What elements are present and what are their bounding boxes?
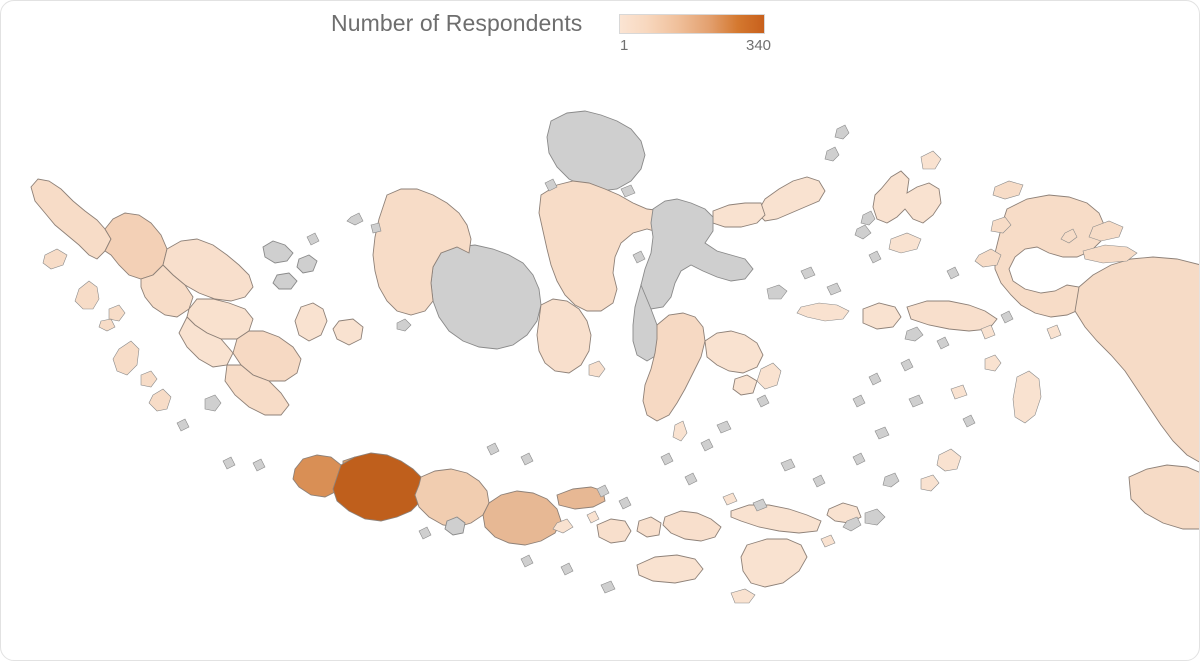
islet-banggai: [767, 285, 787, 299]
region-north-sulawesi[interactable]: [757, 177, 825, 221]
region-papua-south-peninsula[interactable]: [1129, 465, 1200, 529]
islet-karimata: [397, 319, 411, 331]
region-west-nusa-tenggara[interactable]: [663, 511, 721, 541]
region-central-kalimantan[interactable]: [431, 245, 541, 349]
region-west-sulawesi[interactable]: [633, 285, 661, 361]
region-gorontalo[interactable]: [713, 203, 765, 227]
islet-salawati: [991, 217, 1011, 233]
islet-sangihe: [825, 125, 849, 161]
region-papua[interactable]: [1075, 257, 1200, 463]
islet-ambon: [905, 327, 923, 341]
region-maluku[interactable]: [907, 301, 997, 331]
islet-obi: [889, 233, 921, 253]
region-central-sulawesi[interactable]: [641, 199, 753, 309]
islet-biak: [1089, 221, 1123, 241]
region-east-java[interactable]: [483, 491, 561, 545]
region-west-kalimantan[interactable]: [373, 189, 471, 315]
islet-kai: [985, 355, 1001, 371]
islet-ternate: [855, 211, 875, 239]
region-yogyakarta[interactable]: [445, 517, 465, 535]
region-southeast-sulawesi[interactable]: [705, 331, 763, 395]
legend-title: Number of Respondents: [331, 10, 583, 36]
legend-gradient: [620, 15, 764, 33]
islet-laut: [589, 361, 605, 377]
indonesia-choropleth-map: [1, 59, 1200, 659]
islet-nias: [75, 281, 99, 309]
micro-islets: [176, 178, 1014, 594]
region-north-sumatra[interactable]: [105, 213, 167, 279]
islet-batu: [99, 305, 125, 331]
region-west-sumatra[interactable]: [141, 265, 193, 317]
region-buru[interactable]: [863, 303, 901, 329]
region-bali[interactable]: [597, 519, 631, 543]
islet-yapen: [1083, 245, 1137, 263]
islet-misool: [975, 249, 1001, 267]
map-canvas: [1, 59, 1200, 659]
region-lombok[interactable]: [637, 517, 661, 537]
region-east-nusa-tenggara-flores[interactable]: [731, 505, 821, 533]
region-north-kalimantan[interactable]: [547, 111, 645, 191]
islet-aru: [1013, 371, 1041, 423]
islet-rote: [731, 589, 755, 603]
islet-tanimbar: [921, 449, 961, 491]
micro-islets-peach: [552, 324, 1062, 548]
region-lampung[interactable]: [225, 365, 289, 415]
islet-waigeo: [993, 181, 1023, 199]
region-west-papua[interactable]: [995, 195, 1105, 317]
region-north-maluku[interactable]: [873, 171, 941, 223]
islet-sipura: [141, 371, 157, 387]
islet-morotai: [921, 151, 941, 169]
islet-wetar: [843, 509, 885, 531]
region-timor[interactable]: [741, 539, 807, 587]
region-aceh[interactable]: [31, 179, 111, 259]
region-sumba[interactable]: [637, 555, 703, 583]
legend-min-label: 1: [620, 37, 629, 54]
islet-selayar: [673, 421, 687, 441]
islet-babar: [883, 473, 899, 487]
region-south-sulawesi[interactable]: [643, 313, 705, 421]
region-madura[interactable]: [557, 487, 605, 509]
region-south-kalimantan[interactable]: [537, 299, 591, 373]
region-central-java[interactable]: [415, 469, 489, 527]
legend-color-ramp: [619, 14, 765, 34]
region-west-java[interactable]: [333, 453, 425, 521]
region-riau-islands[interactable]: [263, 241, 317, 289]
islet-enggano: [205, 395, 221, 411]
islet-simeulue: [43, 249, 67, 269]
islet-numfoor: [1061, 229, 1077, 243]
legend-max-label: 340: [746, 37, 772, 54]
islet-siberut: [113, 341, 139, 375]
islet-sula: [797, 303, 849, 321]
islet-pagai: [149, 389, 171, 411]
legend: Number of Respondents 1 340: [331, 5, 791, 67]
region-bangka-belitung[interactable]: [295, 303, 363, 345]
islet-buton: [757, 363, 781, 389]
